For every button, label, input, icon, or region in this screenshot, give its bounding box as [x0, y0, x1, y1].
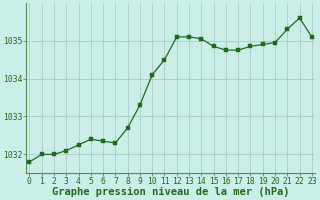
X-axis label: Graphe pression niveau de la mer (hPa): Graphe pression niveau de la mer (hPa) — [52, 187, 289, 197]
